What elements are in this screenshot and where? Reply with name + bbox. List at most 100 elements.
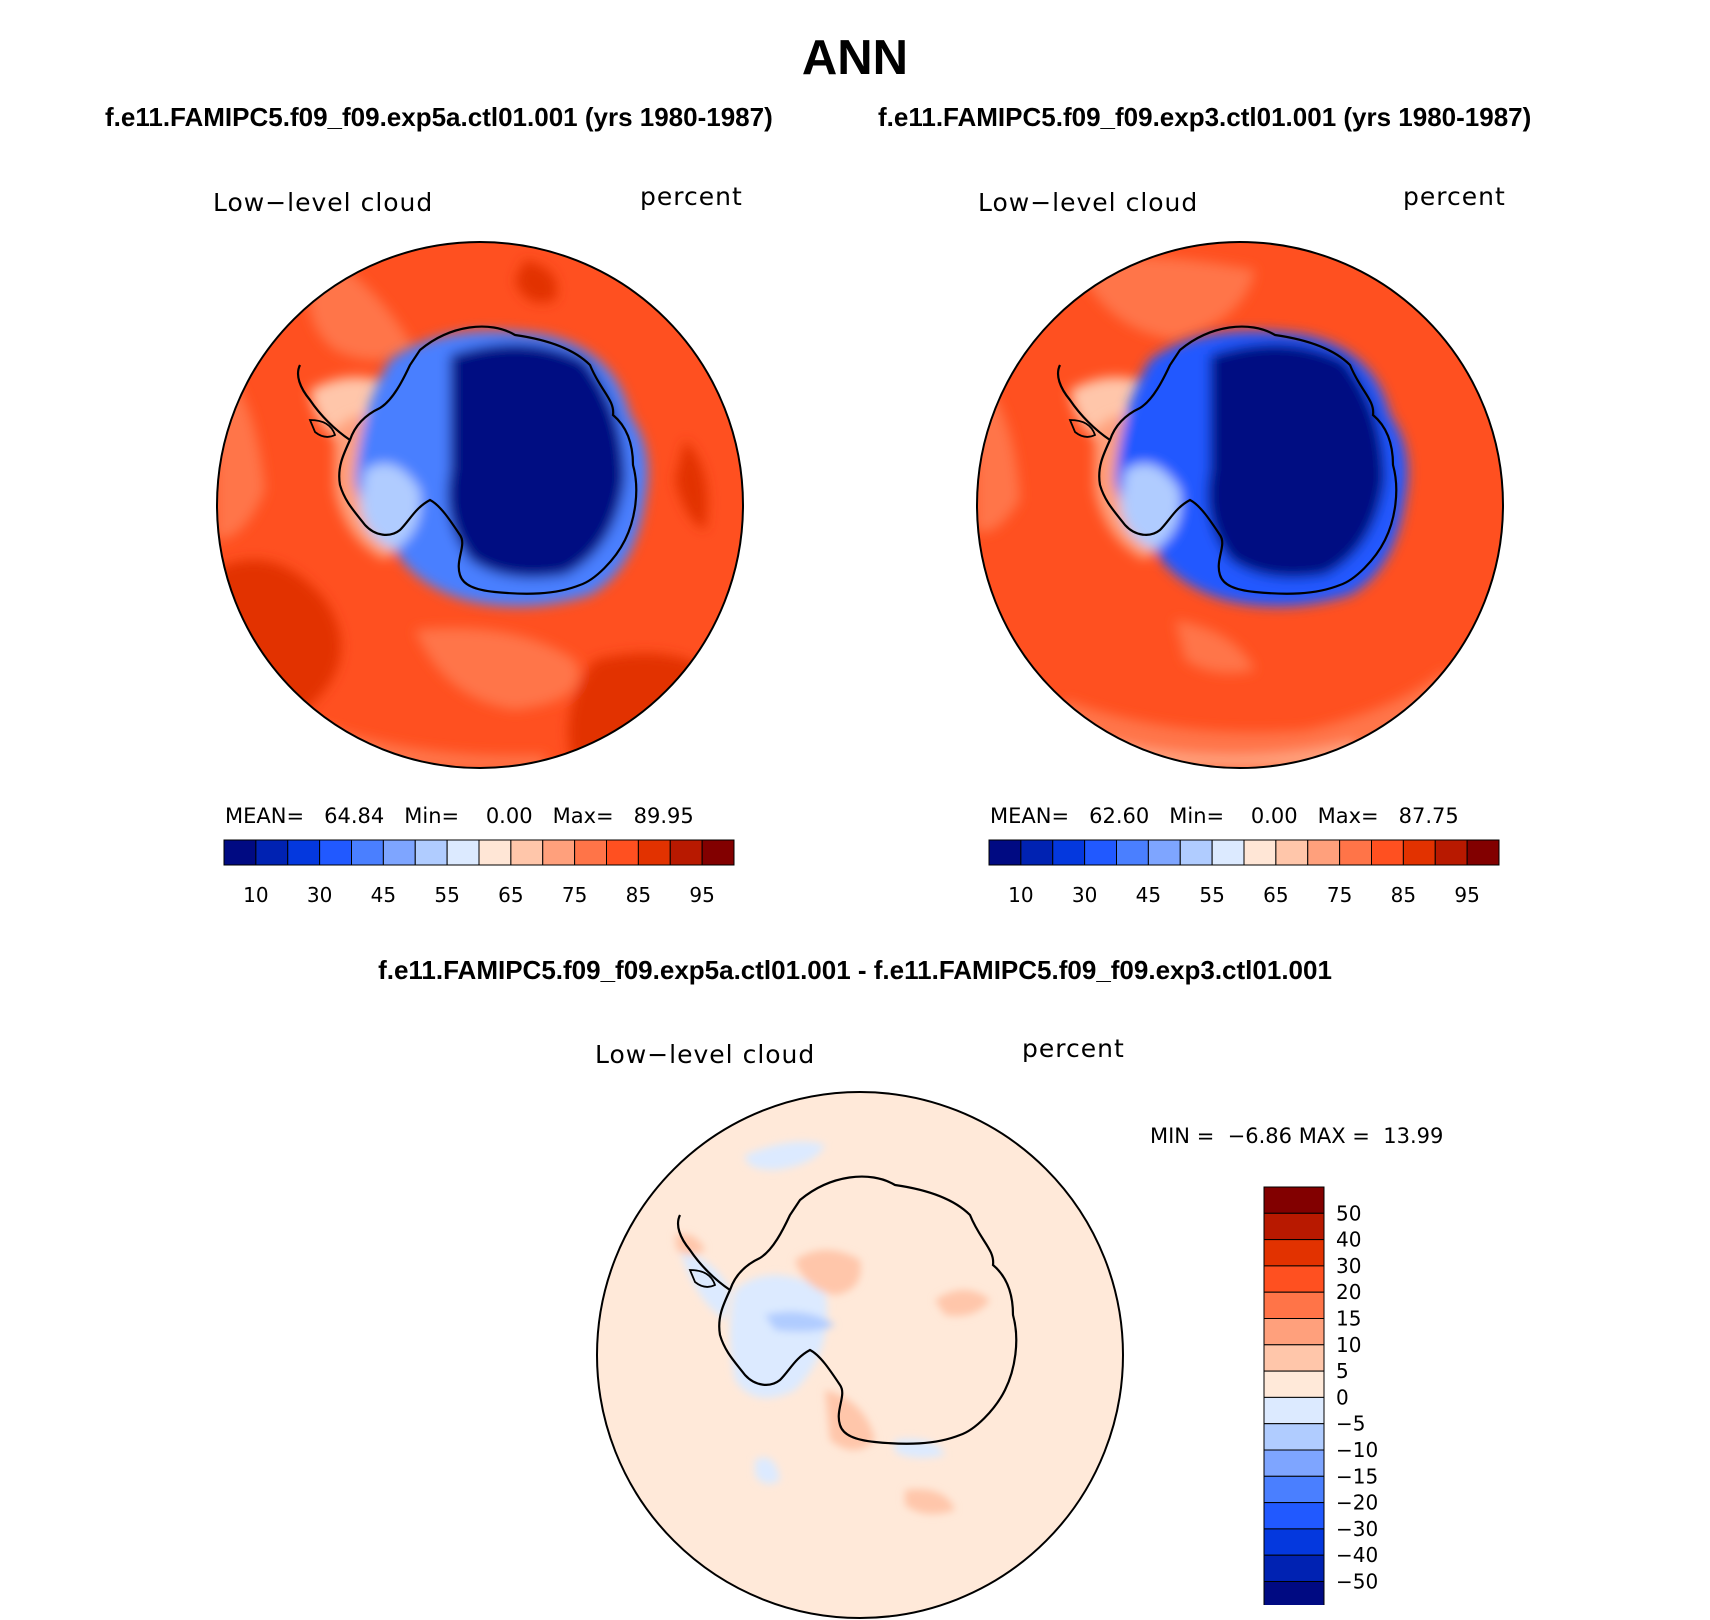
diff-colorbar-box	[1263, 1475, 1325, 1504]
diff-colorbar-tick-label: −30	[1336, 1517, 1378, 1541]
diff-colorbar-tick-label: −50	[1336, 1570, 1378, 1594]
panel1-colorbar-box	[701, 839, 735, 866]
panel2-colorbar-tick-label: 10	[1008, 883, 1033, 907]
panel2-colorbar-tick-label: 45	[1136, 883, 1161, 907]
diff-colorbar-tick-label: −15	[1336, 1464, 1378, 1488]
diff-colorbar-box	[1263, 1502, 1325, 1530]
panel1-colorbar-box	[382, 839, 416, 866]
panel2-colorbar-box	[1020, 839, 1054, 866]
panel1-colorbar-tick-label: 75	[562, 883, 587, 907]
panel2-mean-label: MEAN=	[990, 804, 1070, 828]
diff-colorbar-box	[1263, 1449, 1325, 1477]
panel1-colorbar-tick-label: 65	[498, 883, 523, 907]
panel2-max-label: Max=	[1317, 804, 1379, 828]
panel2-colorbar-tick-label: 85	[1391, 883, 1416, 907]
diff-colorbar-tick-label: 20	[1336, 1280, 1361, 1304]
diff-colorbar-box	[1263, 1423, 1325, 1451]
panel2-colorbar-box	[988, 839, 1022, 866]
panel2-min-label: Min=	[1169, 804, 1225, 828]
panel2-colorbar-tick-label: 95	[1454, 883, 1479, 907]
panel1-colorbar-tick-label: 30	[307, 883, 332, 907]
panel2-colorbar-box	[1307, 839, 1341, 866]
panel2-colorbar-tick-label: 75	[1327, 883, 1352, 907]
panel1-colorbar-box	[319, 839, 352, 866]
diff-colorbar-box	[1263, 1265, 1325, 1293]
diff-polar-map	[596, 1091, 1124, 1619]
panel1-colorbar-box	[287, 839, 321, 866]
panel1-colorbar-box	[351, 839, 384, 866]
panel2-colorbar-tick-label: 65	[1263, 883, 1288, 907]
panel2-polar-map	[976, 241, 1504, 769]
panel1-colorbar-tick-label: 55	[434, 883, 459, 907]
panel1-max-value: 89.95	[633, 804, 694, 828]
panel2-colorbar-tick-label: 55	[1199, 883, 1224, 907]
diff-colorbar-box	[1263, 1528, 1325, 1556]
panel2-colorbar-box	[1116, 839, 1149, 866]
panel1-colorbar-tick-label: 85	[626, 883, 651, 907]
panel1-case-title: f.e11.FAMIPC5.f09_f09.exp5a.ctl01.001 (y…	[105, 102, 773, 132]
diff-case-title: f.e11.FAMIPC5.f09_f09.exp5a.ctl01.001 - …	[378, 955, 1332, 985]
diff-colorbar-tick-label: 15	[1336, 1307, 1361, 1331]
panel2-colorbar-box	[1147, 839, 1181, 866]
panel2-colorbar-tick-label: 30	[1072, 883, 1097, 907]
panel1-min-value: 0.00	[485, 804, 533, 828]
panel1-colorbar: 10 30 45 55 65 75 85 95	[223, 839, 735, 907]
panel2-colorbar-box	[1371, 839, 1404, 866]
panel1-colorbar-box	[637, 839, 671, 866]
diff-colorbar-box	[1263, 1239, 1325, 1267]
panel2-colorbar-box	[1243, 839, 1277, 866]
panel1-mean-label: MEAN=	[225, 804, 305, 828]
panel1-mean-value: 64.84	[324, 804, 385, 828]
diff-min-label: MIN =	[1150, 1124, 1215, 1148]
diff-colorbar-box	[1263, 1291, 1325, 1319]
diff-variable-label: Low−level cloud	[595, 1040, 816, 1069]
panel1-stats: MEAN= 64.84 Min= 0.00 Max= 89.95	[225, 804, 694, 828]
panel1-colorbar-tick-label: 10	[243, 883, 268, 907]
panel2-colorbar-box	[1211, 839, 1245, 866]
panel1-colorbar-box	[223, 839, 257, 866]
diff-colorbar-tick-label: 40	[1336, 1228, 1361, 1252]
diff-colorbar-box	[1263, 1554, 1325, 1583]
diff-colorbar-tick-label: 10	[1336, 1333, 1361, 1357]
diff-colorbar-tick-label: 0	[1336, 1385, 1349, 1409]
diff-units-label: percent	[1022, 1034, 1125, 1063]
panel1-colorbar-box	[478, 839, 512, 866]
figure-title: ANN	[801, 31, 909, 85]
diff-colorbar-tick-label: −5	[1336, 1412, 1365, 1436]
panel2-colorbar-box	[1339, 839, 1372, 866]
panel2-max-value: 87.75	[1398, 804, 1459, 828]
panel1-colorbar-box	[510, 839, 544, 866]
diff-min-value: −6.86	[1227, 1124, 1293, 1148]
diff-colorbar-tick-label: −40	[1336, 1543, 1378, 1567]
panel2-colorbar-box	[1084, 839, 1117, 866]
diff-colorbar-box	[1263, 1212, 1325, 1241]
panel2-stats: MEAN= 62.60 Min= 0.00 Max= 87.75	[990, 804, 1459, 828]
diff-colorbar-box	[1263, 1581, 1325, 1605]
panel1-colorbar-box	[255, 839, 289, 866]
panel2-colorbar-box	[1466, 839, 1500, 866]
panel2-colorbar: 10 30 45 55 65 75 85 95	[988, 839, 1500, 907]
diff-colorbar-tick-label: 30	[1336, 1254, 1361, 1278]
panel2-colorbar-box	[1179, 839, 1213, 866]
panel1-units-label: percent	[640, 182, 743, 211]
panel2-units-label: percent	[1403, 182, 1506, 211]
diff-colorbar-box	[1263, 1396, 1325, 1425]
diff-colorbar-tick-label: −10	[1336, 1438, 1378, 1462]
diff-colorbar-box	[1263, 1370, 1325, 1398]
diff-colorbar-tick-label: 5	[1336, 1359, 1349, 1383]
panel2-colorbar-box	[1275, 839, 1309, 866]
panel1-colorbar-tick-label: 95	[689, 883, 714, 907]
panel1-colorbar-box	[606, 839, 639, 866]
panel1-min-label: Min=	[404, 804, 460, 828]
panel2-variable-label: Low−level cloud	[978, 188, 1199, 217]
panel1-max-label: Max=	[552, 804, 614, 828]
diff-colorbar-tick-label: 50	[1336, 1201, 1361, 1225]
panel1-colorbar-box	[669, 839, 703, 866]
panel2-mean-value: 62.60	[1089, 804, 1150, 828]
panel2-colorbar-box	[1434, 839, 1468, 866]
panel1-variable-label: Low−level cloud	[213, 188, 434, 217]
panel1-colorbar-box	[446, 839, 480, 866]
panel1-colorbar-box	[574, 839, 607, 866]
diff-colorbar-tick-label: −20	[1336, 1491, 1378, 1515]
